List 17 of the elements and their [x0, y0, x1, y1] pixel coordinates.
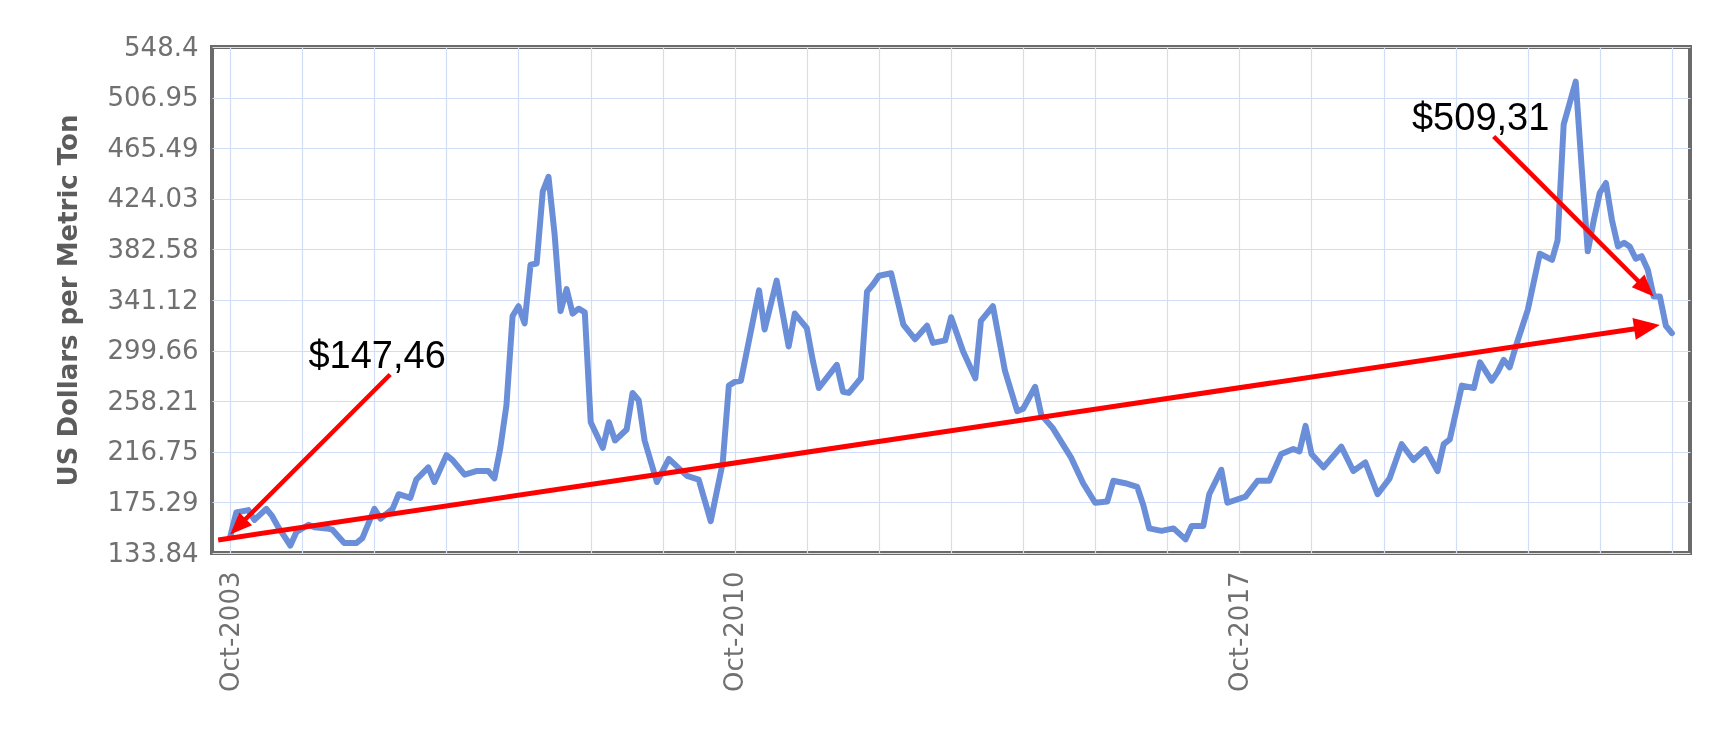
- y-tick-label: 133.84: [107, 537, 199, 568]
- y-tick-label: 175.29: [107, 486, 199, 517]
- x-tick-label: Oct-2017: [1223, 571, 1254, 693]
- y-tick-label: 424.03: [107, 183, 199, 214]
- y-tick-label: 258.21: [107, 385, 199, 416]
- x-tick-label: Oct-2003: [214, 571, 245, 693]
- annotation: $147,46: [308, 334, 446, 377]
- y-tick-label: 465.49: [107, 132, 199, 163]
- x-tick-label: Oct-2010: [719, 571, 750, 693]
- annotation: $509,31: [1412, 96, 1550, 139]
- y-tick-label: 506.95: [107, 82, 199, 113]
- y-tick-label: 548.4: [124, 31, 199, 62]
- y-tick-label: 216.75: [107, 436, 199, 467]
- y-axis-title: US Dollars per Metric Ton: [52, 114, 83, 487]
- y-tick-label: 382.58: [107, 233, 199, 264]
- y-tick-label: 299.66: [107, 335, 199, 366]
- y-tick-label: 341.12: [107, 284, 199, 315]
